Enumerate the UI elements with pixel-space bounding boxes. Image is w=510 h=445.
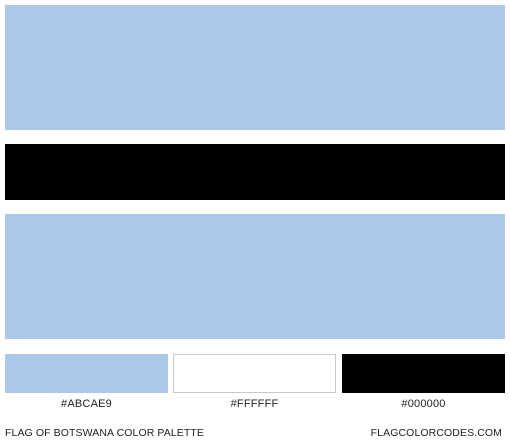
flag-band-black [5, 144, 505, 200]
hex-code-light-blue: #ABCAE9 [61, 398, 112, 410]
hex-code-black: #000000 [401, 398, 446, 410]
hex-code-white: #FFFFFF [230, 398, 279, 410]
color-swatch-black [342, 354, 505, 393]
site-name[interactable]: FLAGCOLORCODES.COM [370, 427, 502, 439]
color-swatch-white [173, 354, 336, 393]
flag-band-light-blue-top [5, 5, 505, 130]
color-swatch-light-blue [5, 354, 168, 393]
botswana-flag [5, 5, 505, 339]
palette-title: FLAG OF BOTSWANA COLOR PALETTE [5, 427, 205, 439]
flag-band-light-blue-bottom [5, 214, 505, 339]
